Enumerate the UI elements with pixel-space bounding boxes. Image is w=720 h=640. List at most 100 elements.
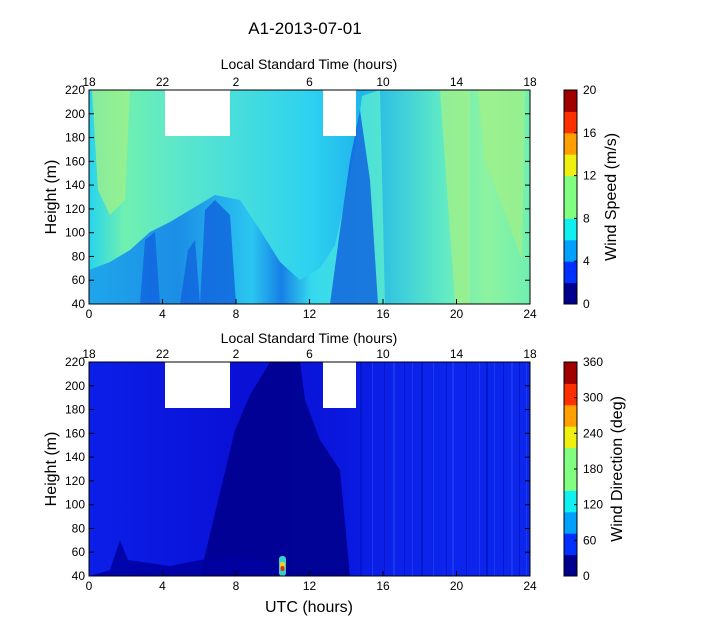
- wind-direction-field: [88, 361, 531, 577]
- dir-x-axis-title: UTC (hours): [265, 599, 353, 616]
- wind-speed-panel: Local Standard Time (hours) 18 22 2 6 10 14 18…: [43, 56, 620, 321]
- colorbar-step: [564, 175, 577, 198]
- x-tick-label: 24: [523, 579, 537, 593]
- x-tick-label: 16: [376, 307, 390, 321]
- colorbar-tick-label: 300: [583, 391, 603, 405]
- x-tick-label: 8: [233, 579, 240, 593]
- direction-streak: [404, 362, 405, 576]
- speed-low-region: [89, 90, 385, 304]
- colorbar-step: [564, 218, 577, 241]
- speed-y-axis-title: Height (m): [43, 160, 60, 235]
- y-tick-label: 60: [72, 545, 86, 559]
- dir-x-ticks: 0 4 8 12 16 20 24: [86, 571, 537, 593]
- top-tick-label: 18: [523, 347, 537, 361]
- colorbar-step: [564, 511, 577, 534]
- direction-streak: [384, 362, 385, 576]
- y-tick-label: 120: [65, 202, 85, 216]
- y-tick-label: 200: [65, 379, 85, 393]
- dir-colorbar-ticks: 0 60 120 180 240 300 360: [574, 355, 603, 583]
- colorbar-step: [564, 154, 577, 177]
- y-tick-label: 220: [65, 355, 85, 369]
- y-tick-label: 140: [65, 178, 85, 192]
- direction-streak: [372, 362, 373, 576]
- x-tick-label: 20: [450, 307, 464, 321]
- dir-dark-region: [200, 362, 350, 576]
- y-tick-label: 120: [65, 474, 85, 488]
- colorbar-step: [564, 447, 577, 470]
- colorbar-tick-label: 0: [583, 569, 590, 583]
- y-tick-label: 140: [65, 450, 85, 464]
- colorbar-tick-label: 8: [583, 211, 590, 225]
- colorbar-step: [564, 533, 577, 556]
- colorbar-step: [564, 197, 577, 219]
- x-tick-label: 4: [159, 307, 166, 321]
- direction-streak: [494, 362, 495, 576]
- colorbar-step: [564, 90, 577, 112]
- top-tick-label: 18: [82, 75, 96, 89]
- y-tick-label: 40: [72, 569, 86, 583]
- y-tick-label: 220: [65, 83, 85, 97]
- top-tick-label: 2: [233, 75, 240, 89]
- direction-streak: [466, 362, 467, 576]
- colorbar-tick-label: 12: [583, 169, 597, 183]
- top-tick-label: 2: [233, 347, 240, 361]
- dir-vertical-streaks: [360, 362, 527, 576]
- top-tick-label: 6: [306, 347, 313, 361]
- speed-colorbar-ticks: 0 4 8 12 16 20: [574, 83, 597, 311]
- speed-top-axis-title: Local Standard Time (hours): [221, 56, 398, 72]
- top-tick-label: 18: [82, 347, 96, 361]
- x-tick-label: 12: [303, 579, 317, 593]
- speed-colorbar-title: Wind Speed (m/s): [603, 133, 620, 261]
- wind-speed-field: [88, 89, 531, 305]
- wind-speed-colorbar: [563, 89, 578, 305]
- top-tick-label: 14: [450, 75, 464, 89]
- x-tick-label: 16: [376, 579, 390, 593]
- colorbar-step: [564, 404, 577, 427]
- dir-top-ticks: 18 22 2 6 10 14 18: [82, 347, 537, 367]
- y-tick-label: 200: [65, 107, 85, 121]
- dir-missing-2: [323, 362, 356, 408]
- direction-streak: [446, 362, 447, 576]
- y-tick-label: 180: [65, 403, 85, 417]
- direction-streak: [421, 362, 423, 576]
- direction-streak: [393, 362, 395, 576]
- direction-streak: [479, 362, 480, 576]
- y-tick-label: 40: [72, 297, 86, 311]
- colorbar-tick-label: 180: [583, 462, 603, 476]
- direction-streak: [412, 362, 413, 576]
- colorbar-tick-label: 20: [583, 83, 597, 97]
- colorbar-step: [564, 490, 577, 513]
- speed-y-ticks: 40 60 80 100 120 140 160 180 200 220: [65, 83, 530, 311]
- colorbar-step: [564, 426, 577, 449]
- speed-green-highs: [92, 90, 525, 304]
- dir-missing-1: [165, 362, 230, 408]
- dir-dark-bottom: [89, 540, 300, 576]
- x-tick-label: 8: [233, 307, 240, 321]
- x-tick-label: 12: [303, 307, 317, 321]
- y-tick-label: 80: [72, 249, 86, 263]
- speed-x-ticks: 0 4 8 12 16 20 24: [86, 299, 537, 321]
- y-tick-label: 60: [72, 273, 86, 287]
- colorbar-step: [564, 554, 577, 577]
- x-tick-label: 24: [523, 307, 537, 321]
- top-tick-label: 10: [376, 347, 390, 361]
- colorbar-tick-label: 360: [583, 355, 603, 369]
- y-tick-label: 100: [65, 498, 85, 512]
- colorbar-step: [564, 383, 577, 406]
- y-tick-label: 80: [72, 521, 86, 535]
- figure-title: A1-2013-07-01: [248, 19, 361, 38]
- x-tick-label: 4: [159, 579, 166, 593]
- top-tick-label: 6: [306, 75, 313, 89]
- colorbar-tick-label: 16: [583, 126, 597, 140]
- direction-streak: [503, 362, 504, 576]
- dir-colorbar-title: Wind Direction (deg): [609, 396, 626, 542]
- direction-streak: [526, 362, 527, 576]
- colorbar-tick-label: 0: [583, 297, 590, 311]
- y-tick-label: 160: [65, 154, 85, 168]
- x-tick-label: 20: [450, 579, 464, 593]
- dir-y-axis-title: Height (m): [43, 432, 60, 507]
- dir-spot-inner: [280, 566, 285, 571]
- colorbar-step: [564, 111, 577, 134]
- colorbar-tick-label: 60: [583, 533, 597, 547]
